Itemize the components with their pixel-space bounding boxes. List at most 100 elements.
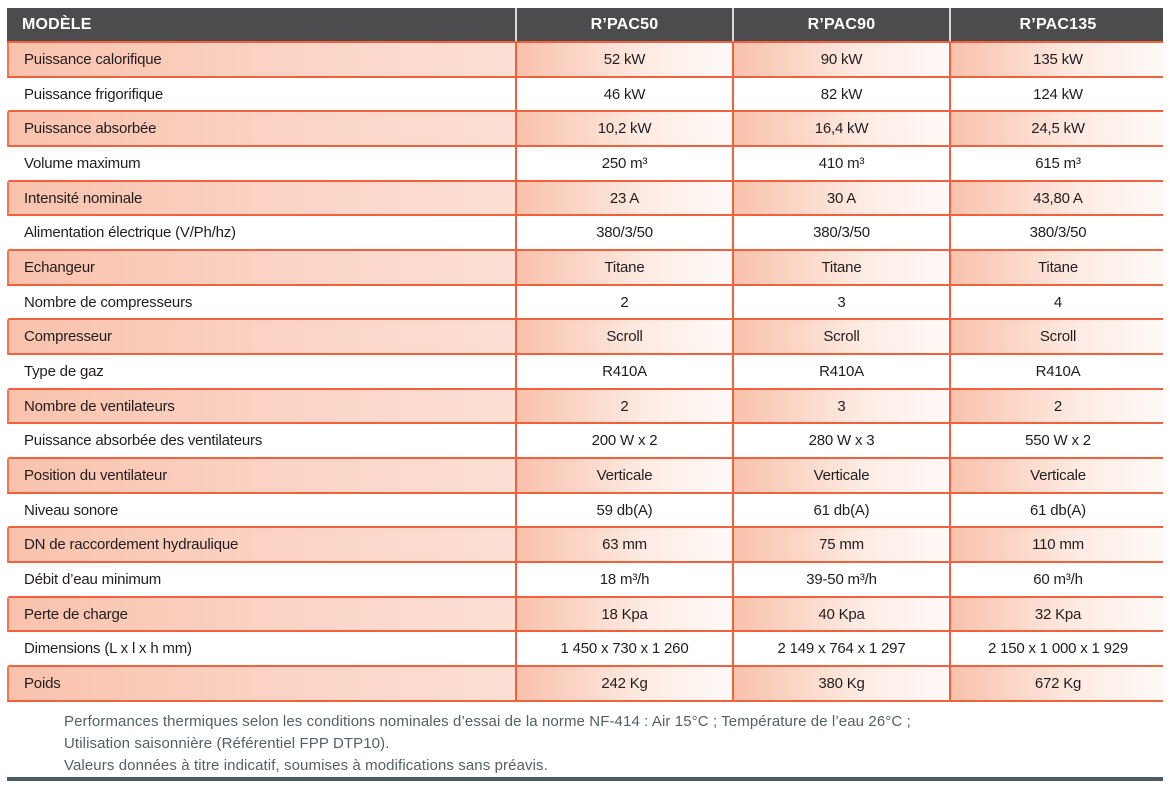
- row-value: 3: [732, 285, 949, 319]
- row-value: 380/3/50: [949, 216, 1165, 250]
- row-value: 63 mm: [515, 528, 732, 562]
- row-value: 4: [949, 285, 1165, 319]
- table-row: Type de gaz R410A R410A R410A: [7, 355, 1165, 390]
- row-label: Perte de charge: [9, 597, 515, 631]
- row-value: 39-50 m³/h: [732, 563, 949, 596]
- row-value: 52 kW: [515, 43, 732, 76]
- row-value: Verticale: [732, 459, 949, 492]
- row-value: 40 Kpa: [732, 597, 949, 631]
- row-label: Alimentation électrique (V/Ph/hz): [9, 216, 515, 250]
- row-value: 18 Kpa: [515, 597, 732, 631]
- row-label: DN de raccordement hydraulique: [9, 528, 515, 562]
- row-value: R410A: [732, 355, 949, 388]
- row-label: Puissance frigorifique: [9, 77, 515, 111]
- row-value: 90 kW: [732, 43, 949, 76]
- row-label: Position du ventilateur: [9, 459, 515, 492]
- row-value: 672 Kg: [949, 667, 1165, 700]
- row-value: 16,4 kW: [732, 112, 949, 146]
- row-label: Puissance absorbée des ventilateurs: [9, 424, 515, 458]
- row-value: Scroll: [732, 320, 949, 354]
- row-value: 380 Kg: [732, 667, 949, 700]
- row-value: Titane: [949, 251, 1165, 284]
- table-row: Nombre de compresseurs 2 3 4: [7, 285, 1165, 321]
- table-row: Puissance calorifique 52 kW 90 kW 135 kW: [7, 43, 1165, 78]
- table-header-row: MODÈLE R’PAC50 R’PAC90 R’PAC135: [7, 8, 1163, 41]
- row-value: R410A: [949, 355, 1165, 388]
- table-row: Débit d’eau minimum 18 m³/h 39-50 m³/h 60 m…: [7, 563, 1165, 598]
- row-value: 550 W x 2: [949, 424, 1165, 458]
- row-value: 250 m³: [515, 147, 732, 180]
- row-value: Scroll: [949, 320, 1165, 354]
- row-label: Nombre de ventilateurs: [9, 389, 515, 423]
- row-value: Titane: [732, 251, 949, 284]
- table-row: Intensité nominale 23 A 30 A 43,80 A: [7, 181, 1165, 217]
- header-col-rpac90: R’PAC90: [732, 8, 949, 41]
- row-value: 615 m³: [949, 147, 1165, 180]
- table-row: Puissance absorbée 10,2 kW 16,4 kW 24,5 kW: [7, 112, 1165, 148]
- row-label: Poids: [9, 667, 515, 700]
- row-value: 82 kW: [732, 77, 949, 111]
- row-value: 110 mm: [949, 528, 1165, 562]
- row-label: Type de gaz: [9, 355, 515, 388]
- footnote-line: Utilisation saisonnière (Référentiel FPP…: [64, 735, 390, 752]
- row-value: 61 db(A): [732, 493, 949, 527]
- row-value: 61 db(A): [949, 493, 1165, 527]
- row-value: 380/3/50: [732, 216, 949, 250]
- table-body: Puissance calorifique 52 kW 90 kW 135 kW Pui…: [7, 41, 1165, 702]
- row-value: 46 kW: [515, 77, 732, 111]
- row-value: 2: [515, 285, 732, 319]
- row-value: 2: [515, 389, 732, 423]
- row-label: Volume maximum: [9, 147, 515, 180]
- table-row: Poids 242 Kg 380 Kg 672 Kg: [7, 667, 1165, 702]
- row-label: Puissance calorifique: [9, 43, 515, 76]
- row-value: 1 450 x 730 x 1 260: [515, 632, 732, 666]
- row-value: Titane: [515, 251, 732, 284]
- row-value: 2: [949, 389, 1165, 423]
- row-value: 60 m³/h: [949, 563, 1165, 596]
- header-col-rpac135: R’PAC135: [949, 8, 1165, 41]
- row-value: 410 m³: [732, 147, 949, 180]
- table-row: Echangeur Titane Titane Titane: [7, 251, 1165, 286]
- row-label: Dimensions (L x l x h mm): [9, 632, 515, 666]
- row-label: Compresseur: [9, 320, 515, 354]
- footnotes: Performances thermiques selon les condit…: [64, 711, 911, 777]
- table-row: Puissance frigorifique 46 kW 82 kW 124 kW: [7, 77, 1165, 113]
- table-row: Position du ventilateur Verticale Vertical…: [7, 459, 1165, 494]
- row-value: Scroll: [515, 320, 732, 354]
- row-value: 200 W x 2: [515, 424, 732, 458]
- table-row: Dimensions (L x l x h mm) 1 450 x 730 x 1…: [7, 632, 1165, 668]
- row-label: Intensité nominale: [9, 181, 515, 215]
- row-label: Puissance absorbée: [9, 112, 515, 146]
- spec-table: MODÈLE R’PAC50 R’PAC90 R’PAC135 Puissanc…: [7, 8, 1165, 702]
- table-row: Niveau sonore 59 db(A) 61 db(A) 61 db(A): [7, 493, 1165, 529]
- row-value: 30 A: [732, 181, 949, 215]
- row-value: 18 m³/h: [515, 563, 732, 596]
- row-label: Débit d’eau minimum: [9, 563, 515, 596]
- row-value: 24,5 kW: [949, 112, 1165, 146]
- row-value: 2 150 x 1 000 x 1 929: [949, 632, 1165, 666]
- row-label: Echangeur: [9, 251, 515, 284]
- row-value: 135 kW: [949, 43, 1165, 76]
- row-value: Verticale: [949, 459, 1165, 492]
- table-row: Nombre de ventilateurs 2 3 2: [7, 389, 1165, 425]
- header-model-label: MODÈLE: [22, 15, 92, 33]
- table-row: Puissance absorbée des ventilateurs 200 W…: [7, 424, 1165, 460]
- table-row: Alimentation électrique (V/Ph/hz) 380/3/5…: [7, 216, 1165, 252]
- row-value: Verticale: [515, 459, 732, 492]
- header-col-rpac50: R’PAC50: [515, 8, 732, 41]
- table-row: DN de raccordement hydraulique 63 mm 75 mm…: [7, 528, 1165, 564]
- row-label: Nombre de compresseurs: [9, 285, 515, 319]
- row-value: 59 db(A): [515, 493, 732, 527]
- row-value: 3: [732, 389, 949, 423]
- row-value: R410A: [515, 355, 732, 388]
- footnote-line: Valeurs données à titre indicatif, soumi…: [64, 757, 548, 774]
- row-value: 242 Kg: [515, 667, 732, 700]
- bottom-rule: [7, 777, 1163, 781]
- table-row: Compresseur Scroll Scroll Scroll: [7, 320, 1165, 356]
- table-row: Volume maximum 250 m³ 410 m³ 615 m³: [7, 147, 1165, 182]
- row-label: Niveau sonore: [9, 493, 515, 527]
- row-value: 75 mm: [732, 528, 949, 562]
- row-value: 10,2 kW: [515, 112, 732, 146]
- row-value: 280 W x 3: [732, 424, 949, 458]
- row-value: 124 kW: [949, 77, 1165, 111]
